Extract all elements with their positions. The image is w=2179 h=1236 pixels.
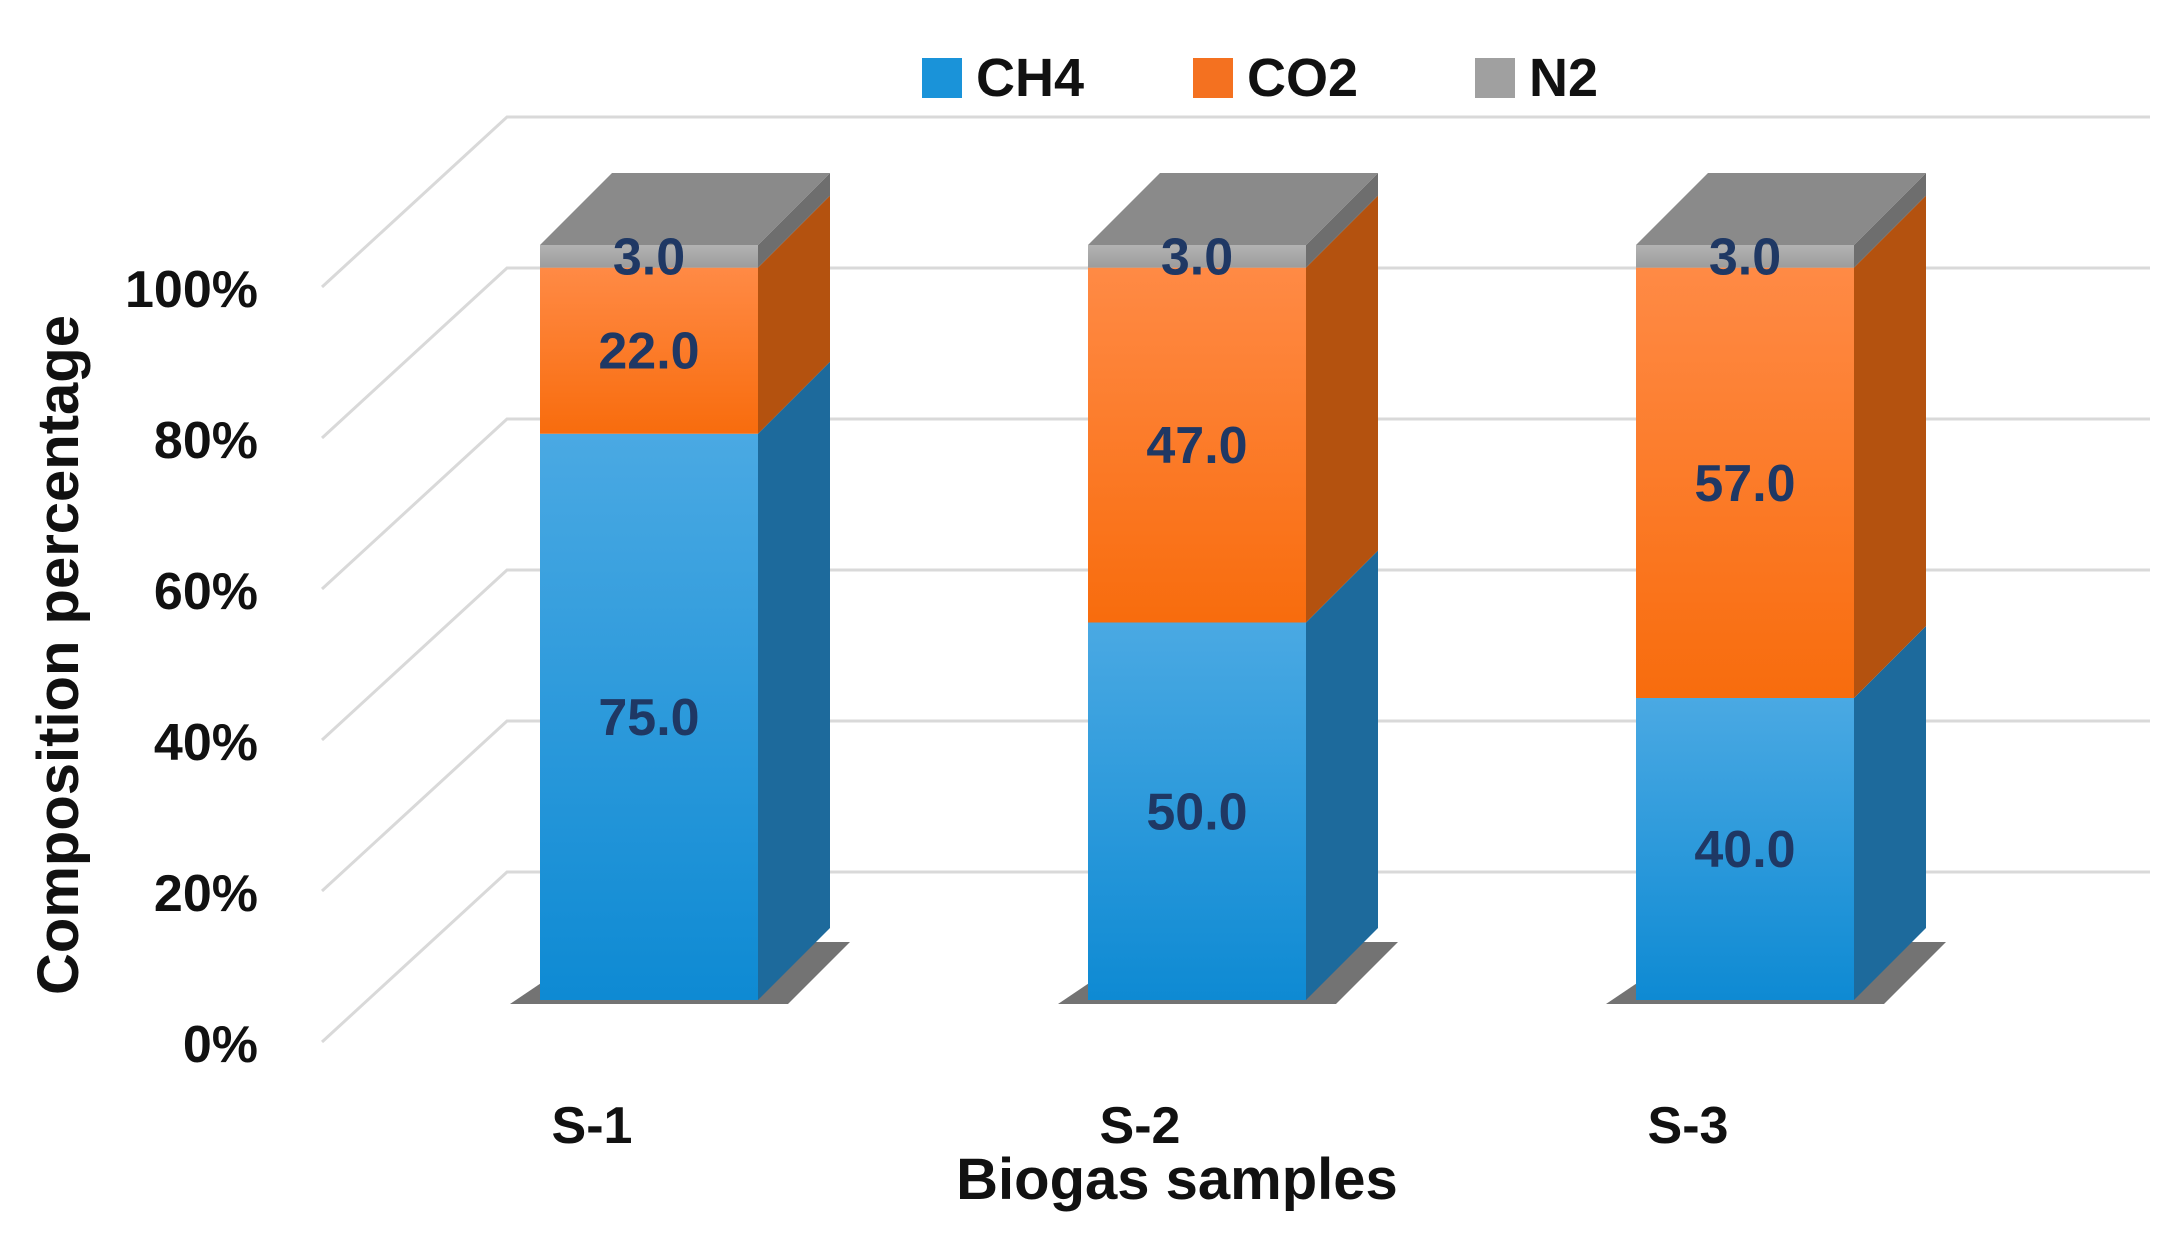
legend-item-n2[interactable]: N2 xyxy=(1475,48,1598,108)
bar-segment-ch4-s-3 xyxy=(1636,626,1926,1000)
bar-side-face xyxy=(758,173,830,268)
legend-swatch-ch4 xyxy=(922,58,962,98)
bars: 75.0 22.0 3.0 50.0 47.0 3.0 40.0 57.0 3.0 xyxy=(510,173,1946,1004)
bar-front-face xyxy=(1636,245,1854,268)
bar-side-face xyxy=(1306,173,1378,268)
floor-gridline xyxy=(320,870,2150,1044)
bar-top-face xyxy=(1088,173,1378,245)
bar-top-face xyxy=(1636,173,1926,245)
x-tick-label: S-1 xyxy=(552,1097,633,1155)
y-axis-ticks: 0% 20% 40% 60% 80% 100% xyxy=(125,261,258,1074)
data-label-ch4: 50.0 xyxy=(1146,783,1247,841)
bar-front-face xyxy=(1088,622,1306,1000)
data-label-n2: 3.0 xyxy=(1161,228,1233,286)
bar-side-face xyxy=(1306,195,1378,623)
bar-side-face xyxy=(1854,195,1926,698)
bar-front-face xyxy=(1636,267,1854,698)
data-label-ch4: 75.0 xyxy=(598,689,699,747)
legend-label-ch4: CH4 xyxy=(976,48,1084,108)
bar-segment-n2-s-3 xyxy=(1636,173,1926,268)
bar-front-face xyxy=(540,267,758,434)
bar-front-face xyxy=(540,433,758,1000)
data-label-co2: 47.0 xyxy=(1146,417,1247,475)
legend-item-co2[interactable]: CO2 xyxy=(1193,48,1358,108)
data-label-n2: 3.0 xyxy=(1709,228,1781,286)
bar-front-face xyxy=(1088,245,1306,268)
data-label-ch4: 40.0 xyxy=(1694,821,1795,879)
data-label-co2: 57.0 xyxy=(1694,455,1795,513)
bar-front-face xyxy=(540,245,758,268)
bar-side-face xyxy=(758,361,830,1000)
legend-label-n2: N2 xyxy=(1529,48,1598,108)
bar-segment-co2-s-1 xyxy=(540,195,830,434)
y-tick-label: 100% xyxy=(125,261,258,319)
bar-stack-s-2: 50.0 47.0 3.0 xyxy=(1058,173,1398,1004)
data-label-n2: 3.0 xyxy=(613,228,685,286)
y-tick-label: 60% xyxy=(154,563,258,621)
gridlines xyxy=(320,115,2150,1044)
bar-stack-s-1: 75.0 22.0 3.0 xyxy=(510,173,850,1004)
data-label-co2: 22.0 xyxy=(598,323,699,381)
bar-front-face xyxy=(1088,267,1306,623)
gridline xyxy=(320,719,2150,893)
legend: CH4 CO2 N2 xyxy=(922,48,1598,108)
legend-item-ch4[interactable]: CH4 xyxy=(922,48,1084,108)
bar-side-face xyxy=(758,195,830,434)
y-axis-title: Composition percentage xyxy=(26,315,91,995)
x-tick-label: S-2 xyxy=(1100,1097,1181,1155)
bar-segment-ch4-s-2 xyxy=(1088,550,1378,1000)
bar-segment-co2-s-3 xyxy=(1636,195,1926,698)
legend-swatch-n2 xyxy=(1475,58,1515,98)
y-tick-label: 20% xyxy=(154,865,258,923)
x-axis-title: Biogas samples xyxy=(956,1147,1398,1212)
bar-segment-n2-s-2 xyxy=(1088,173,1378,268)
gridline xyxy=(320,266,2150,440)
bar-stack-s-3: 40.0 57.0 3.0 xyxy=(1606,173,1946,1004)
y-tick-label: 80% xyxy=(154,412,258,470)
bar-top-face xyxy=(540,173,830,245)
gridline xyxy=(320,568,2150,742)
bar-side-face xyxy=(1306,550,1378,1000)
bar-segment-ch4-s-1 xyxy=(540,361,830,1000)
bar-side-face xyxy=(1854,173,1926,268)
gridline xyxy=(320,417,2150,591)
bar-side-face xyxy=(1854,626,1926,1000)
x-tick-label: S-3 xyxy=(1648,1097,1729,1155)
legend-label-co2: CO2 xyxy=(1247,48,1358,108)
bar-segment-n2-s-1 xyxy=(540,173,830,268)
x-axis-ticks: S-1 S-2 S-3 xyxy=(552,1097,1729,1155)
bar-segment-co2-s-2 xyxy=(1088,195,1378,623)
y-tick-label: 0% xyxy=(183,1016,258,1074)
legend-swatch-co2 xyxy=(1193,58,1233,98)
y-tick-label: 40% xyxy=(154,714,258,772)
gridline xyxy=(320,115,2150,289)
bar-front-face xyxy=(1636,698,1854,1000)
